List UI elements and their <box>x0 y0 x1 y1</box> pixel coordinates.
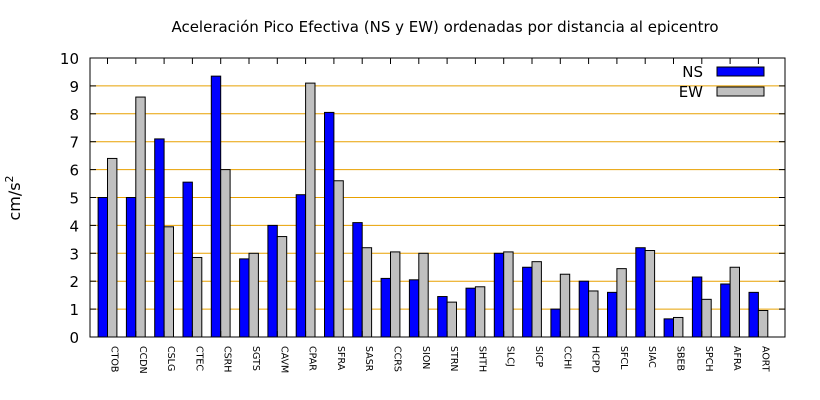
x-tick-label: CTOB <box>109 346 120 372</box>
x-tick-label: CSRH <box>222 346 233 372</box>
bar-ew-ctec <box>191 256 203 338</box>
x-tick-label: CCHI <box>561 346 572 369</box>
y-axis-label: cm/s2 <box>3 175 24 220</box>
bar-ns-sbeb <box>663 318 674 338</box>
y-axis: 0 1 2 3 4 5 6 7 8 9 10 <box>60 50 785 347</box>
bar-ew-sion <box>418 252 429 338</box>
legend: NS EW <box>679 63 765 101</box>
x-tick-label: SHTH <box>476 346 487 372</box>
y-tick-label: 2 <box>69 273 79 291</box>
y-tick-label: 1 <box>69 301 79 319</box>
x-tick-label: CCRS <box>392 346 403 372</box>
bar-ns-spch <box>691 276 703 338</box>
x-tick-label: CCDN <box>137 346 148 374</box>
bar-ew-slcj <box>503 251 514 338</box>
bar-ns-sgts <box>239 258 250 338</box>
y-tick-label: 4 <box>69 217 79 235</box>
bar-ns-sfra <box>324 111 335 338</box>
bar-ew-csrh <box>220 169 231 338</box>
legend-label: NS <box>682 63 703 81</box>
bar-ew-strn <box>446 301 458 338</box>
x-tick-label: SION <box>420 346 431 369</box>
bar-ew-ctob <box>107 157 118 338</box>
x-tick-label: SICP <box>533 346 544 367</box>
x-axis: CTOB CCDN CSLG CTEC CSRH SGTS CAVM CPAR SFRA SASR… <box>107 58 770 374</box>
bar-ns-siac <box>635 247 646 338</box>
bar-ew-sfra <box>333 180 344 338</box>
y-tick-label: 8 <box>69 106 79 124</box>
x-tick-label: CAVM <box>278 346 289 373</box>
y-tick-label: 3 <box>69 245 79 263</box>
bar-ns-cslg <box>154 138 165 338</box>
y-tick-label: 6 <box>69 162 79 180</box>
bar-ns-ctec <box>182 181 193 338</box>
x-tick-label: SPCH <box>703 346 714 372</box>
x-tick-label: AORT <box>759 346 770 372</box>
bar-ew-cchi <box>559 273 571 338</box>
legend-swatch-ew <box>716 86 765 97</box>
x-tick-label: HCPD <box>590 346 601 373</box>
x-tick-label: CSLG <box>165 346 176 371</box>
bar-ew-sgts <box>248 252 259 338</box>
bar-ns-ctob <box>97 197 108 338</box>
bar-ns-slcj <box>493 252 505 338</box>
bar-ew-sicp <box>531 261 542 338</box>
y-tick-label: 0 <box>69 329 79 347</box>
bar-ns-cchi <box>550 308 561 338</box>
bar-ew-ccrs <box>390 251 401 338</box>
chart-title: Aceleración Pico Efectiva (NS y EW) orde… <box>171 18 718 36</box>
bar-ns-afra <box>720 283 731 338</box>
bar-ns-cavm <box>267 224 278 338</box>
bar-ew-cavm <box>276 236 288 338</box>
bar-ns-cpar <box>295 194 307 338</box>
bar-ns-hcpd <box>578 280 590 338</box>
bar-ns-sicp <box>522 266 533 338</box>
bar-ns-shth <box>465 287 476 338</box>
gridlines <box>90 85 785 310</box>
bar-ns-ccdn <box>125 197 137 338</box>
bar-ew-aort <box>757 309 769 338</box>
y-tick-label: 7 <box>69 134 79 152</box>
y-tick-label: 9 <box>69 78 79 96</box>
bar-ns-strn <box>437 296 448 338</box>
bar-ns-aort <box>748 291 759 338</box>
bar-ns-csrh <box>210 75 222 338</box>
x-tick-label: CPAR <box>307 346 318 371</box>
bar-ew-cslg <box>163 226 175 338</box>
x-tick-label: SFCL <box>618 346 629 370</box>
bar-ew-sbeb <box>673 316 684 338</box>
legend-swatch-ns <box>716 66 765 77</box>
x-tick-label: AFRA <box>731 346 742 371</box>
bar-ew-shth <box>474 286 486 338</box>
bar-ew-spch <box>701 298 712 338</box>
bar-ew-sasr <box>361 247 373 338</box>
bar-ns-ccrs <box>380 277 392 338</box>
legend-label: EW <box>679 83 703 101</box>
bar-ew-sfcl <box>616 268 627 338</box>
y-tick-label: 10 <box>60 50 79 68</box>
x-tick-label: SASR <box>363 346 374 372</box>
bar-ns-sion <box>408 279 420 338</box>
x-tick-label: SFRA <box>335 346 346 371</box>
bars <box>97 75 769 338</box>
x-tick-label: SLCJ <box>505 346 516 367</box>
bar-ns-sfcl <box>607 291 618 338</box>
bar-ew-ccdn <box>135 96 146 338</box>
y-tick-label: 5 <box>69 190 79 208</box>
x-tick-label: SBEB <box>675 346 686 371</box>
x-tick-label: STRN <box>448 346 459 372</box>
x-tick-label: CTEC <box>193 346 204 371</box>
bar-ew-cpar <box>305 82 316 338</box>
bar-ew-hcpd <box>588 290 599 338</box>
x-tick-label: SGTS <box>250 346 261 371</box>
bar-ew-afra <box>729 266 740 338</box>
bar-ew-siac <box>644 250 656 338</box>
x-tick-label: SIAC <box>646 346 657 368</box>
bar-ns-sasr <box>352 222 363 338</box>
